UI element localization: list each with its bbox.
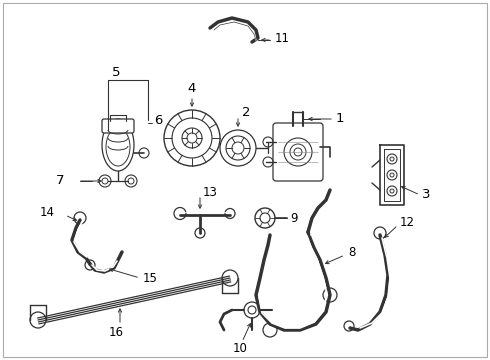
Text: 14: 14 [40, 206, 55, 219]
Text: 13: 13 [203, 185, 218, 198]
Text: 4: 4 [188, 81, 196, 94]
Text: 7: 7 [56, 175, 65, 188]
FancyBboxPatch shape [273, 123, 323, 181]
Text: 5: 5 [112, 66, 120, 78]
Text: 3: 3 [422, 189, 431, 202]
Ellipse shape [102, 119, 134, 171]
Text: 12: 12 [400, 216, 415, 229]
Text: 2: 2 [242, 107, 250, 120]
Text: 8: 8 [348, 247, 355, 260]
Text: 15: 15 [143, 271, 158, 284]
FancyBboxPatch shape [102, 119, 134, 133]
Text: 9: 9 [290, 211, 297, 225]
Text: 10: 10 [233, 342, 247, 355]
Text: 16: 16 [108, 325, 123, 338]
Text: 1: 1 [336, 112, 344, 126]
Text: 11: 11 [275, 32, 290, 45]
Text: 6: 6 [154, 113, 162, 126]
